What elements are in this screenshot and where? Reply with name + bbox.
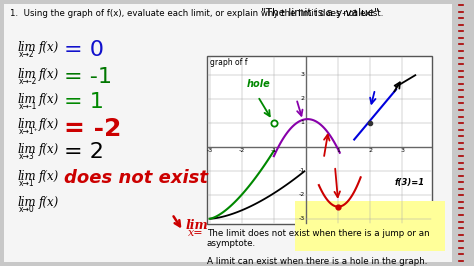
Text: lim: lim (18, 68, 36, 81)
Text: A limit can exist when there is a hole in the graph.: A limit can exist when there is a hole i… (207, 257, 428, 266)
Text: f(x): f(x) (39, 196, 59, 209)
Text: 2: 2 (301, 96, 304, 101)
Text: f(x): f(x) (39, 93, 59, 106)
Text: f(x): f(x) (39, 68, 59, 81)
Text: 1: 1 (336, 148, 340, 153)
Text: f(3)=1: f(3)=1 (394, 178, 425, 187)
Text: f(x): f(x) (39, 170, 59, 183)
Text: 1.  Using the graph of f(x), evaluate each limit, or explain why the limit does : 1. Using the graph of f(x), evaluate eac… (10, 9, 383, 18)
Text: -1: -1 (298, 168, 304, 173)
Bar (207, 56, 432, 224)
Text: -1: -1 (271, 148, 277, 153)
Text: -2: -2 (298, 192, 304, 197)
Text: lim: lim (18, 118, 36, 131)
Text: lim: lim (18, 41, 36, 54)
Text: x→-1: x→-1 (19, 102, 37, 111)
Text: x→1⁺: x→1⁺ (19, 127, 39, 136)
Text: lim: lim (186, 219, 209, 232)
Text: x→0: x→0 (19, 205, 35, 214)
Text: -3: -3 (298, 216, 304, 221)
Text: lim: lim (18, 143, 36, 156)
Text: = 1: = 1 (64, 92, 104, 112)
Text: x→3: x→3 (19, 152, 35, 161)
Text: x→1: x→1 (19, 179, 35, 188)
Text: 3: 3 (401, 148, 404, 153)
Text: does not exist: does not exist (64, 169, 208, 187)
Bar (295, 201, 445, 251)
Text: 1: 1 (301, 120, 304, 125)
Text: x→-2: x→-2 (19, 77, 37, 86)
Text: x→2: x→2 (19, 50, 35, 59)
Text: hole: hole (246, 79, 270, 89)
Text: 3: 3 (301, 72, 304, 77)
Text: = 0: = 0 (64, 40, 104, 60)
Text: lim: lim (18, 170, 36, 183)
Text: x=: x= (188, 228, 204, 238)
Text: f(x): f(x) (39, 41, 59, 54)
Text: f(x): f(x) (39, 143, 59, 156)
Text: f(x): f(x) (39, 118, 59, 131)
Text: lim: lim (18, 196, 36, 209)
Text: = -2: = -2 (64, 117, 121, 141)
Text: 2: 2 (368, 148, 372, 153)
Text: graph of f: graph of f (210, 58, 247, 67)
Text: = 2: = 2 (64, 142, 104, 162)
Bar (453, 0, 474, 266)
Text: -3: -3 (207, 148, 213, 153)
Text: The limit does not exist when there is a jump or an asymptote.: The limit does not exist when there is a… (207, 229, 429, 248)
Text: "The limit is a y-value": "The limit is a y-value" (261, 8, 378, 18)
Text: = -1: = -1 (64, 67, 112, 87)
Text: lim: lim (18, 93, 36, 106)
Text: -2: -2 (238, 148, 245, 153)
